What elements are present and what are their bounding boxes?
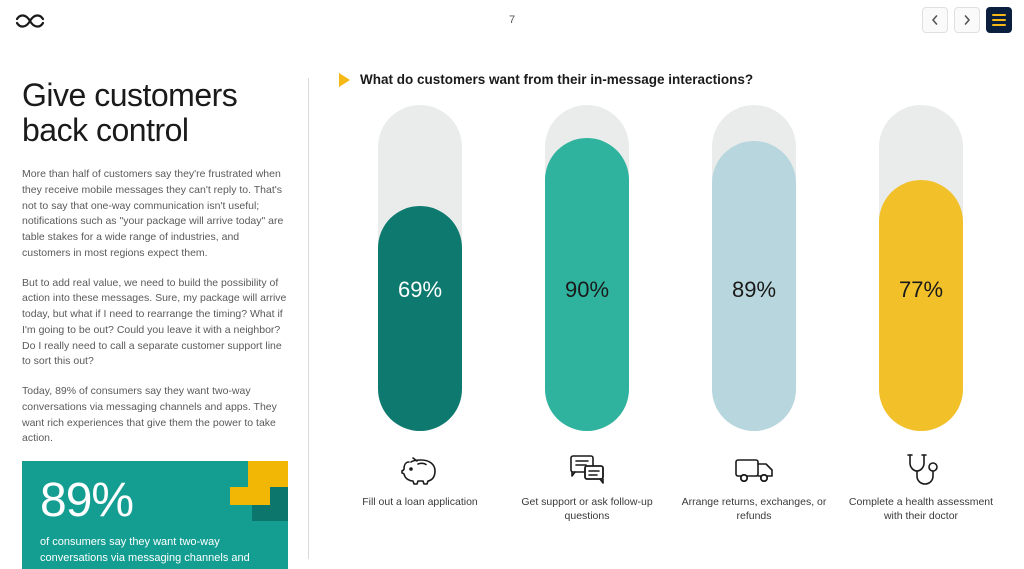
bar-fill [879, 180, 963, 431]
chart-header: What do customers want from their in-mes… [339, 72, 1002, 87]
nav-buttons [922, 7, 1012, 33]
bar-fill [378, 206, 462, 431]
chat-icon [567, 451, 607, 487]
bar-caption: Get support or ask follow-up questions [512, 495, 662, 523]
bar-track: 90% [545, 105, 629, 431]
bar-track: 77% [879, 105, 963, 431]
bar-track: 89% [712, 105, 796, 431]
chart-arrow-icon [339, 73, 350, 87]
bar-value-label: 90% [545, 277, 629, 303]
prev-page-button[interactable] [922, 7, 948, 33]
left-column: Give customers back control More than ha… [22, 78, 308, 559]
chart-bar-3: 77% Complete a health assessment with th… [846, 105, 996, 523]
right-column: What do customers want from their in-mes… [309, 78, 1002, 559]
paragraph-3: Today, 89% of consumers say they want tw… [22, 384, 288, 447]
next-page-button[interactable] [954, 7, 980, 33]
page-title: Give customers back control [22, 78, 288, 147]
chart-title: What do customers want from their in-mes… [360, 72, 753, 87]
piggy-icon [400, 451, 440, 487]
bar-value-label: 69% [378, 277, 462, 303]
bar-value-label: 77% [879, 277, 963, 303]
truck-icon [732, 451, 776, 487]
bar-value-label: 89% [712, 277, 796, 303]
stat-subtext: of consumers say they want two-way conve… [40, 535, 250, 569]
stetho-icon [902, 451, 940, 487]
bar-caption: Complete a health assessment with their … [846, 495, 996, 523]
bar-caption: Arrange returns, exchanges, or refunds [679, 495, 829, 523]
stat-card-decoration [208, 461, 288, 521]
logo-icon [12, 2, 48, 38]
top-bar: 7 [0, 0, 1024, 40]
page-number: 7 [509, 14, 515, 26]
chart-bar-1: 90% Get support or ask follow-up questio… [512, 105, 662, 523]
chart-bar-2: 89% Arrange returns, exchanges, or refun… [679, 105, 829, 523]
bar-track: 69% [378, 105, 462, 431]
hamburger-icon [992, 14, 1006, 26]
menu-button[interactable] [986, 7, 1012, 33]
chart-bar-0: 69% Fill out a loan application [345, 105, 495, 523]
paragraph-1: More than half of customers say they're … [22, 167, 288, 262]
slide-page: 7 Give customers back control More than … [0, 0, 1024, 569]
content-area: Give customers back control More than ha… [22, 78, 1002, 559]
paragraph-2: But to add real value, we need to build … [22, 276, 288, 371]
bar-caption: Fill out a loan application [362, 495, 478, 509]
stat-card: 89% of consumers say they want two-way c… [22, 461, 288, 569]
chart-bars-row: 69% Fill out a loan application90% Get s… [339, 105, 1002, 523]
